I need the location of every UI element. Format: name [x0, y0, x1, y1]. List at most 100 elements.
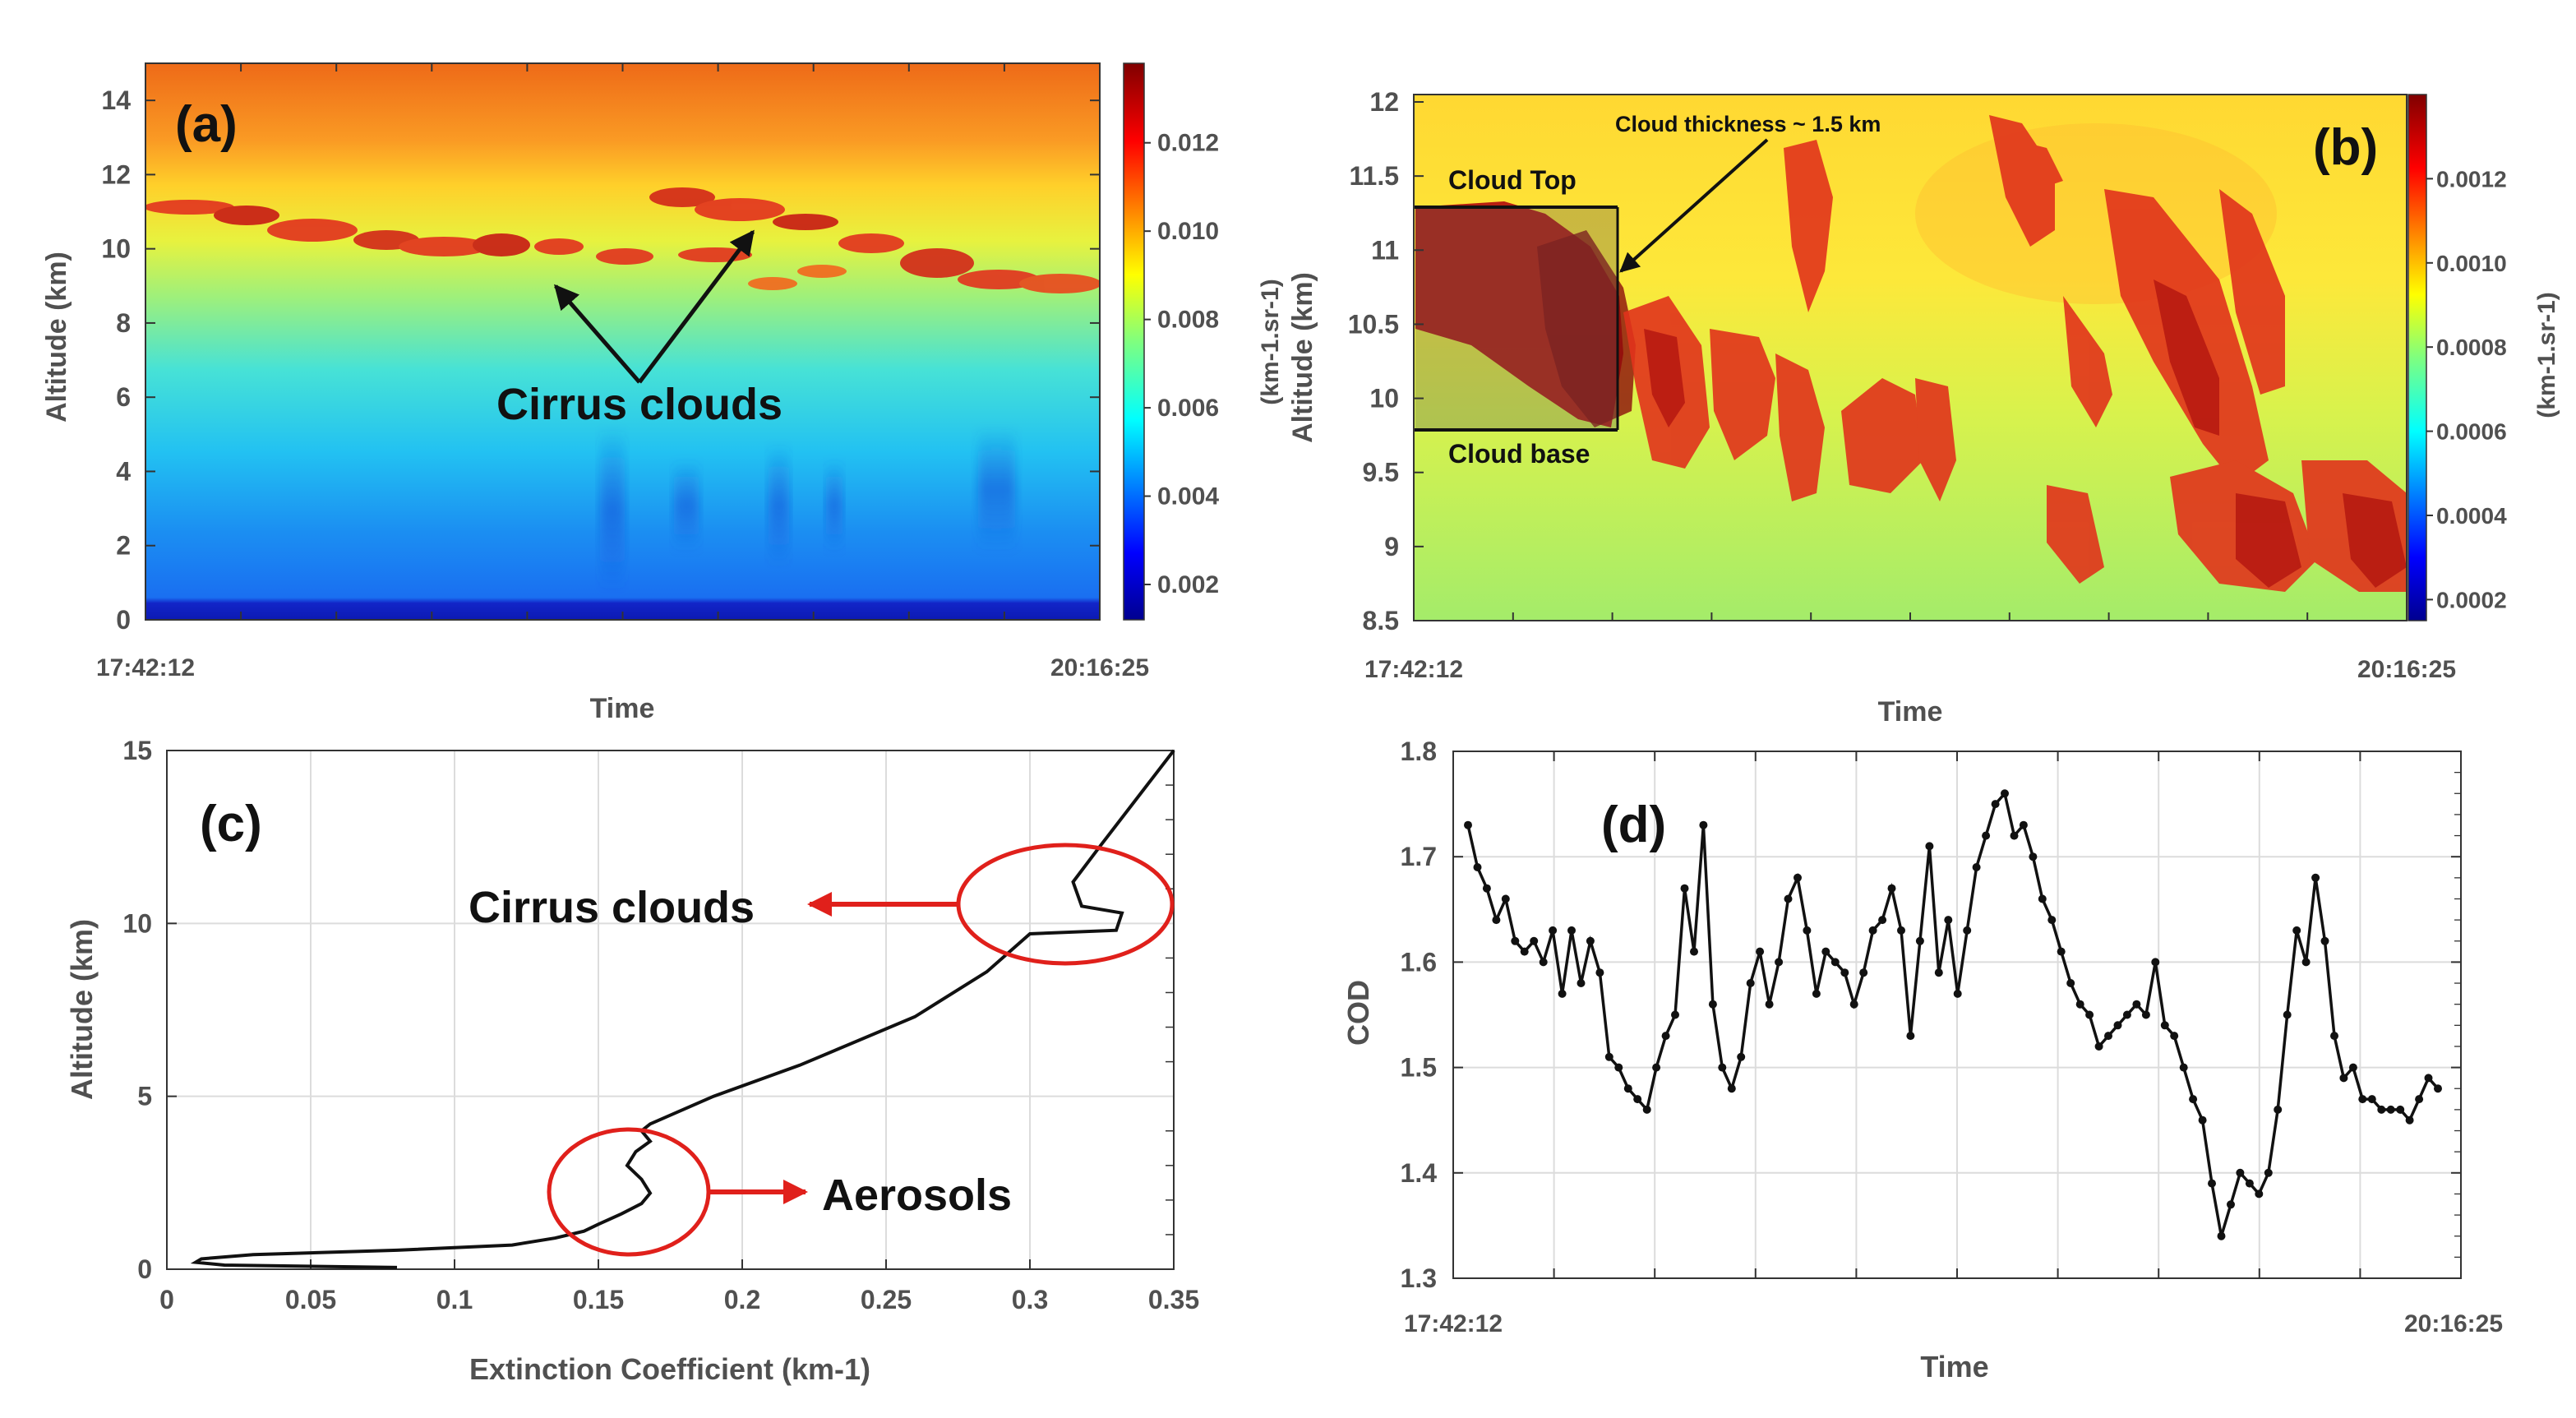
cod-data-point	[2094, 1042, 2103, 1051]
cod-data-point	[1803, 926, 1812, 935]
cloud-layer-shade	[1415, 207, 1618, 430]
cod-data-point	[2113, 1021, 2122, 1030]
cod-data-point	[1708, 1000, 1717, 1009]
panel-a-y-tick-label: 2	[116, 531, 131, 561]
cod-data-point	[2330, 1032, 2338, 1041]
panel-b-heatmap-features	[1415, 115, 2407, 592]
cod-data-point	[2029, 852, 2038, 861]
cod-data-point	[1906, 1032, 1915, 1041]
cod-data-point	[2283, 1010, 2292, 1019]
cod-data-point	[1953, 989, 1962, 998]
panel-a-y-tick-label: 4	[116, 456, 131, 486]
panel-a-colorbar-tick-label: 0.012	[1157, 130, 1219, 157]
panel-b-y-tick-label: 9	[1384, 532, 1399, 561]
panel-b-x-tick-start: 17:42:12	[1364, 656, 1463, 683]
cod-data-point	[2367, 1095, 2376, 1104]
cod-data-point	[2301, 958, 2311, 967]
panel-c-aerosol-annotation: Aerosols	[822, 1171, 1012, 1220]
cod-data-point	[1464, 820, 1472, 829]
cirrus-arrow-right	[638, 229, 755, 384]
panel-a-y-tick-label: 12	[101, 159, 131, 189]
panel-c-axes-box	[166, 750, 1175, 1270]
panel-a-heatmap-features	[145, 187, 1100, 592]
aerosol-plume	[826, 460, 843, 551]
panel-d-y-tick-label: 1.7	[1401, 842, 1437, 871]
panel-c-x-tick-label: 0.2	[724, 1285, 760, 1314]
cod-data-point	[1492, 916, 1501, 925]
cod-data-point	[1501, 894, 1510, 903]
cod-data-point	[1661, 1032, 1670, 1041]
panel-b-x-axis-label: Time	[1878, 696, 1943, 727]
cod-data-point	[2245, 1179, 2254, 1188]
panel-a-colorbar-tick-label: 0.002	[1157, 571, 1219, 598]
cod-data-point	[1887, 884, 1896, 893]
cod-data-point	[1878, 916, 1887, 925]
cod-data-point	[2255, 1189, 2264, 1199]
panel-c-y-tick-label: 15	[122, 736, 152, 765]
cod-data-point	[2010, 831, 2019, 840]
panel-c-label: (c)	[200, 796, 262, 852]
panel-c-y-tick-label: 0	[137, 1254, 152, 1284]
panel-b-y-tick-label: 8.5	[1363, 606, 1399, 635]
cloud-thickness-label: Cloud thickness ~ 1.5 km	[1615, 112, 1881, 136]
panel-a-y-tick-label: 10	[101, 234, 131, 264]
cod-data-point	[2292, 926, 2301, 935]
panel-c-x-axis-label: Extinction Coefficient (km-1)	[469, 1352, 870, 1386]
cod-data-point	[1604, 1052, 1613, 1061]
cod-data-point	[2066, 979, 2075, 987]
cod-data-point	[2141, 1010, 2150, 1019]
cod-data-point	[1859, 968, 1868, 977]
cod-data-point	[2415, 1095, 2424, 1104]
cod-data-point	[1577, 979, 1586, 987]
cod-data-point	[2434, 1084, 2442, 1093]
cod-data-point	[1614, 1063, 1623, 1072]
cod-data-point	[1671, 1010, 1679, 1019]
cod-data-point	[2189, 1095, 2198, 1104]
cloud-top-label: Cloud Top	[1448, 165, 1577, 195]
panel-a-y-ticks: 0 2 4 6 8 10 12 14	[101, 63, 1101, 635]
cod-data-point	[1756, 947, 1765, 956]
cod-data-point	[2264, 1168, 2273, 1177]
panel-d-y-tick-label: 1.8	[1401, 737, 1437, 766]
cod-data-point	[2320, 936, 2329, 945]
panel-b-y-tick-label: 11	[1371, 235, 1399, 265]
cod-data-point	[1520, 947, 1529, 956]
cod-data-point	[2236, 1168, 2245, 1177]
aerosol-plume	[674, 460, 699, 551]
cod-data-point	[2019, 820, 2028, 829]
cod-data-point	[1539, 958, 1548, 967]
panel-b: Cloud Top Cloud base Cloud thickness ~ 1…	[1287, 87, 2560, 727]
panel-c-x-tick-label: 0.3	[1012, 1285, 1048, 1314]
aerosol-plume	[600, 427, 625, 592]
panel-b-colorbar-tick-label: 0.0002	[2436, 587, 2507, 612]
cod-data-point	[2358, 1095, 2367, 1104]
cirrus-band	[145, 187, 1100, 293]
panel-b-colorbar-unit: (km-1.sr-1)	[2533, 292, 2560, 418]
panel-b-colorbar-tick-label: 0.0012	[2436, 166, 2507, 192]
panel-a-colorbar-tick-label: 0.006	[1157, 395, 1219, 422]
panel-d-x-tick-end: 20:16:25	[2404, 1310, 2503, 1337]
cod-data-point	[1934, 968, 1943, 977]
cod-data-point	[1680, 884, 1689, 893]
panel-b-y-tick-label: 10	[1369, 384, 1399, 413]
panel-b-y-ticks: 8.5 9 9.5 10 10.5 11 11.5 12	[1348, 87, 2407, 635]
cod-data-point	[2075, 1000, 2084, 1009]
cod-data-point	[1897, 926, 1905, 935]
panel-a-y-tick-label: 14	[101, 85, 131, 115]
panel-b-colorbar-tick-label: 0.0006	[2436, 419, 2507, 445]
cod-data-point	[1737, 1052, 1746, 1061]
panel-c-y-tick-label: 10	[122, 908, 152, 938]
cod-data-point	[2348, 1063, 2357, 1072]
cod-data-point	[1982, 831, 1991, 840]
cod-data-point	[1586, 936, 1595, 945]
panel-a-colorbar-tick-label: 0.004	[1157, 483, 1219, 510]
cod-data-point	[1718, 1063, 1727, 1072]
panel-b-colorbar-tick-label: 0.0010	[2436, 251, 2507, 276]
panel-c-ticks: 0 0.05 0.1 0.15 0.2 0.25 0.3 0.35 0 5 10 15	[122, 736, 1199, 1314]
panel-b-y-tick-label: 12	[1369, 87, 1399, 117]
extinction-profile-line	[190, 749, 1175, 1269]
cod-data-point	[1623, 1084, 1632, 1093]
cod-data-point	[2122, 1010, 2131, 1019]
cod-data-point	[2104, 1032, 2112, 1041]
